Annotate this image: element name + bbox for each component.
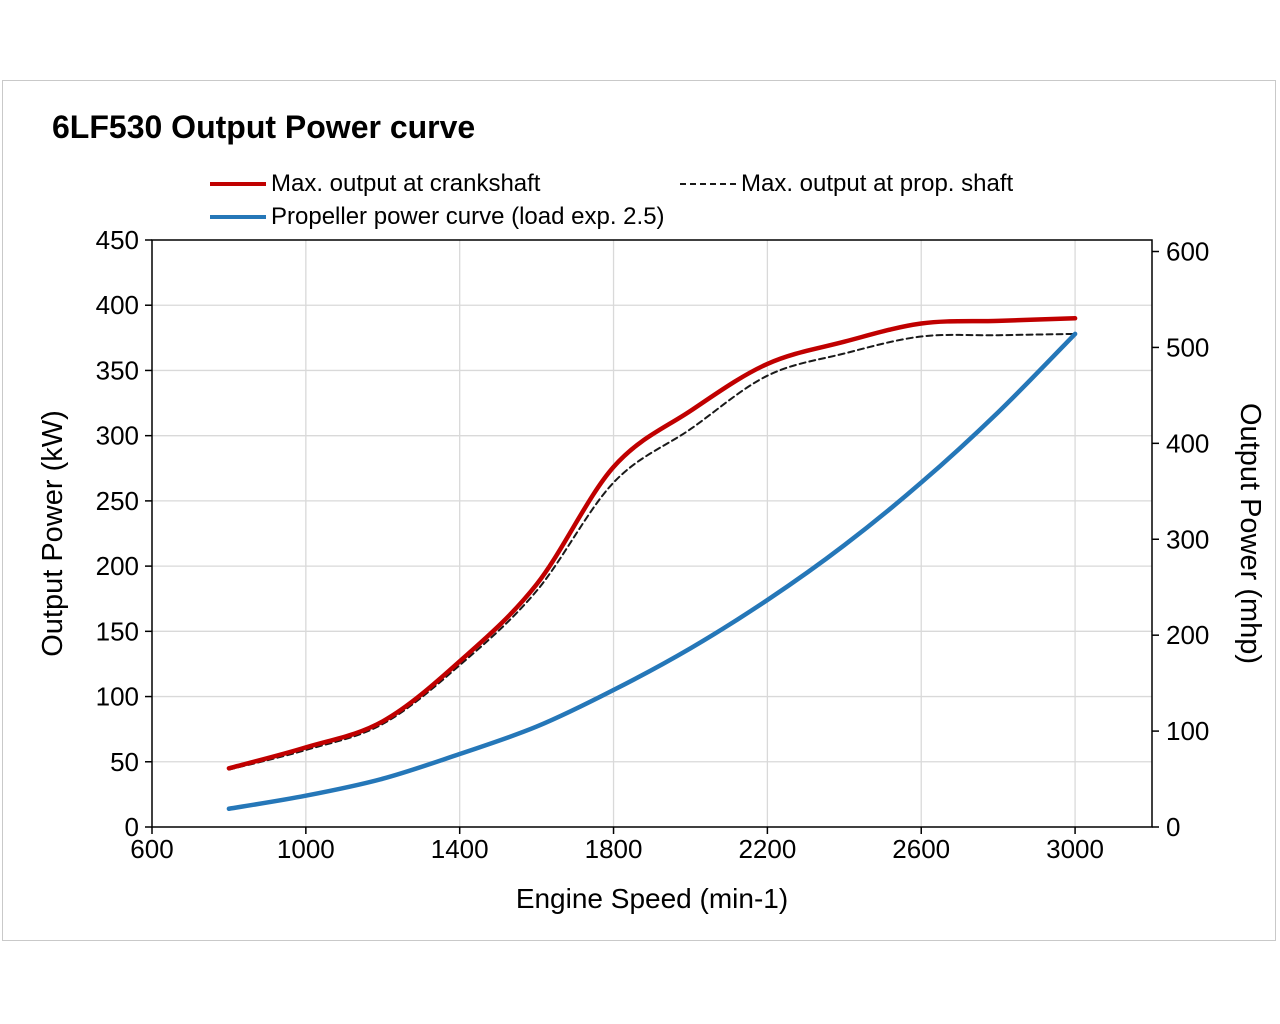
y-axis-title-left: Output Power (kW) <box>37 410 69 657</box>
y-right-tick-label: 400 <box>1166 428 1209 458</box>
y-left-tick-label: 400 <box>96 290 139 320</box>
crankshaft-line-swatch-icon <box>210 182 266 186</box>
x-tick-label: 1400 <box>431 834 489 864</box>
x-tick-label: 600 <box>130 834 173 864</box>
series-propeller <box>226 331 1078 811</box>
page-title: 6LF530 Output Power curve <box>52 109 476 145</box>
propshaft-dashed-line-swatch-icon <box>680 183 736 185</box>
legend-item-propeller: Propeller power curve (load exp. 2.5) <box>210 203 665 231</box>
legend-label-propshaft: Max. output at prop. shaft <box>741 170 1014 197</box>
y-right-tick-label: 600 <box>1166 237 1209 267</box>
legend-label-crankshaft: Max. output at crankshaft <box>271 170 541 197</box>
plot-frame <box>151 239 1153 828</box>
y-left-tick-label: 350 <box>96 355 139 385</box>
y-axis-title-right: Output Power (mhp) <box>1234 403 1266 664</box>
chart-panel <box>2 80 1276 941</box>
y-left-tick-label: 150 <box>96 616 139 646</box>
y-right-tick-label: 300 <box>1166 524 1209 554</box>
x-tick-label: 1000 <box>277 834 335 864</box>
x-tick-label: 1800 <box>585 834 643 864</box>
y-left-tick-label: 200 <box>96 551 139 581</box>
y-right-tick-label: 500 <box>1166 332 1209 362</box>
legend-item-crankshaft: Max. output at crankshaft <box>210 170 540 198</box>
y-left-tick-label: 100 <box>96 682 139 712</box>
x-tick-label: 2200 <box>738 834 796 864</box>
y-left-tick-label: 50 <box>110 747 139 777</box>
y-left-tick-label: 0 <box>125 812 139 842</box>
legend-item-propshaft: Max. output at prop. shaft <box>680 170 1013 198</box>
propeller-line-swatch-icon <box>210 215 266 219</box>
series-propshaft <box>227 332 1077 771</box>
y-right-tick-label: 0 <box>1166 812 1180 842</box>
x-tick-label: 2600 <box>892 834 950 864</box>
y-right-tick-label: 100 <box>1166 716 1209 746</box>
series-crankshaft <box>226 316 1078 771</box>
x-axis-title: Engine Speed (min-1) <box>516 883 788 914</box>
y-left-tick-label: 300 <box>96 421 139 451</box>
y-left-tick-label: 450 <box>96 225 139 255</box>
legend-label-propeller: Propeller power curve (load exp. 2.5) <box>271 203 665 230</box>
y-right-tick-label: 200 <box>1166 620 1209 650</box>
x-tick-label: 3000 <box>1046 834 1104 864</box>
y-left-tick-label: 250 <box>96 486 139 516</box>
